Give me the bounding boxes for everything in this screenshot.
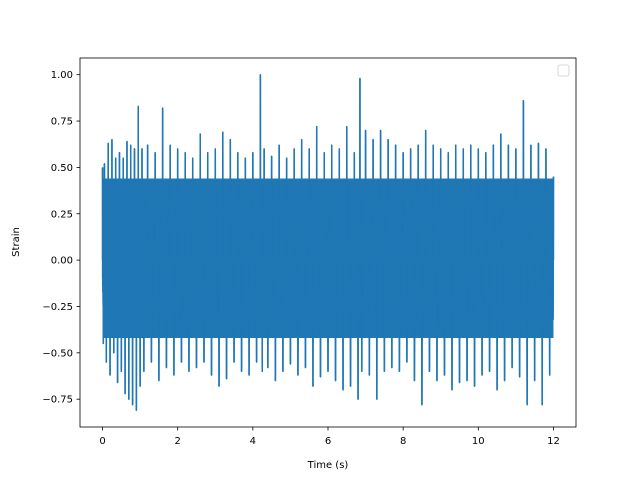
y-tick-label: −0.25	[42, 302, 73, 313]
y-axis-label: Strain	[11, 227, 22, 257]
x-tick-label: 8	[400, 436, 406, 447]
x-axis: 0 2 4 6 8 10 12	[99, 427, 560, 447]
y-tick-label: 0.00	[51, 256, 73, 267]
y-tick-label: 0.25	[51, 209, 73, 220]
y-tick-label: 0.75	[51, 117, 73, 128]
y-tick-label: −0.50	[42, 348, 73, 359]
x-tick-label: 0	[99, 436, 105, 447]
legend-box	[557, 64, 570, 77]
y-tick-label: 0.50	[51, 163, 73, 174]
y-tick-label: 1.00	[51, 70, 73, 81]
x-tick-label: 6	[325, 436, 331, 447]
x-tick-label: 10	[472, 436, 485, 447]
x-tick-label: 4	[250, 436, 256, 447]
y-tick-label: −0.75	[42, 395, 73, 406]
x-tick-label: 12	[547, 436, 560, 447]
y-axis: −0.75 −0.50 −0.25 0.00 0.25 0.50 0.75 1.00	[42, 70, 80, 406]
x-tick-label: 2	[175, 436, 181, 447]
x-axis-label: Time (s)	[307, 460, 349, 471]
signal-series	[101, 73, 555, 412]
